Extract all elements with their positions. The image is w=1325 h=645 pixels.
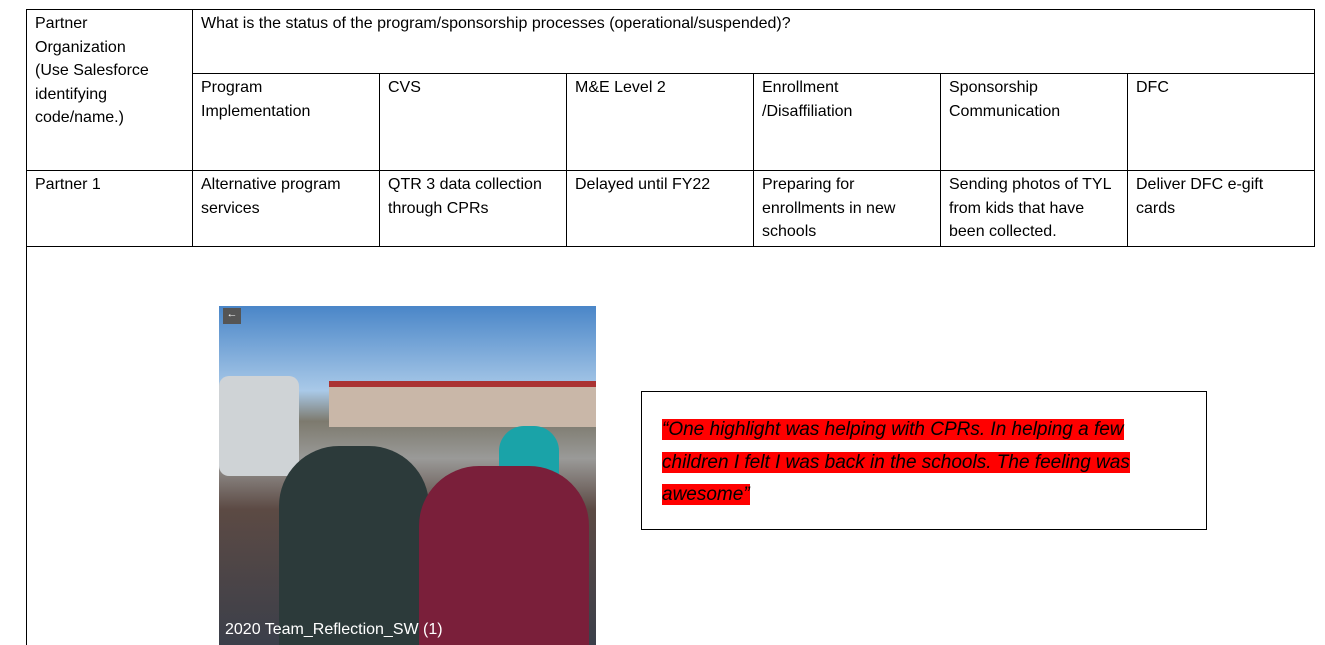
table-cell: Preparing for enrollments in new schools — [753, 170, 941, 247]
corner-cell: Partner Organization (Use Salesforce iden… — [26, 9, 193, 171]
border-line — [26, 243, 27, 645]
table-cell: Partner 1 — [26, 170, 193, 247]
back-arrow[interactable]: ← — [223, 308, 241, 324]
table-cell: Delayed until FY22 — [566, 170, 754, 247]
corner-text: (Use Salesforce identifying code/name.) — [35, 62, 149, 126]
column-header: M&E Level 2 — [566, 73, 754, 171]
photo-caption: 2020 Team_Reflection_SW (1) — [225, 621, 443, 638]
quote-box: “One highlight was helping with CPRs. In… — [641, 391, 1207, 530]
column-header: Program Implementation — [192, 73, 380, 171]
table-cell: QTR 3 data collection through CPRs — [379, 170, 567, 247]
status-table: Partner Organization (Use Salesforce iden… — [26, 9, 1315, 247]
column-header: CVS — [379, 73, 567, 171]
photo: ← 2020 Team_Reflection_SW (1) — [219, 306, 596, 645]
corner-text: Partner Organization — [35, 15, 126, 56]
column-header: Sponsorship Communication — [940, 73, 1128, 171]
table-cell: Alternative program services — [192, 170, 380, 247]
column-header: DFC — [1127, 73, 1315, 171]
quote-text: “One highlight was helping with CPRs. In… — [662, 419, 1130, 505]
table-cell: Sending photos of TYL from kids that hav… — [940, 170, 1128, 247]
column-header: Enrollment /Disaffiliation — [753, 73, 941, 171]
table-cell: Deliver DFC e-gift cards — [1127, 170, 1315, 247]
table-row: Partner 1 Alternative program services QTR… — [26, 170, 1315, 247]
question-cell: What is the status of the program/sponso… — [192, 9, 1315, 74]
